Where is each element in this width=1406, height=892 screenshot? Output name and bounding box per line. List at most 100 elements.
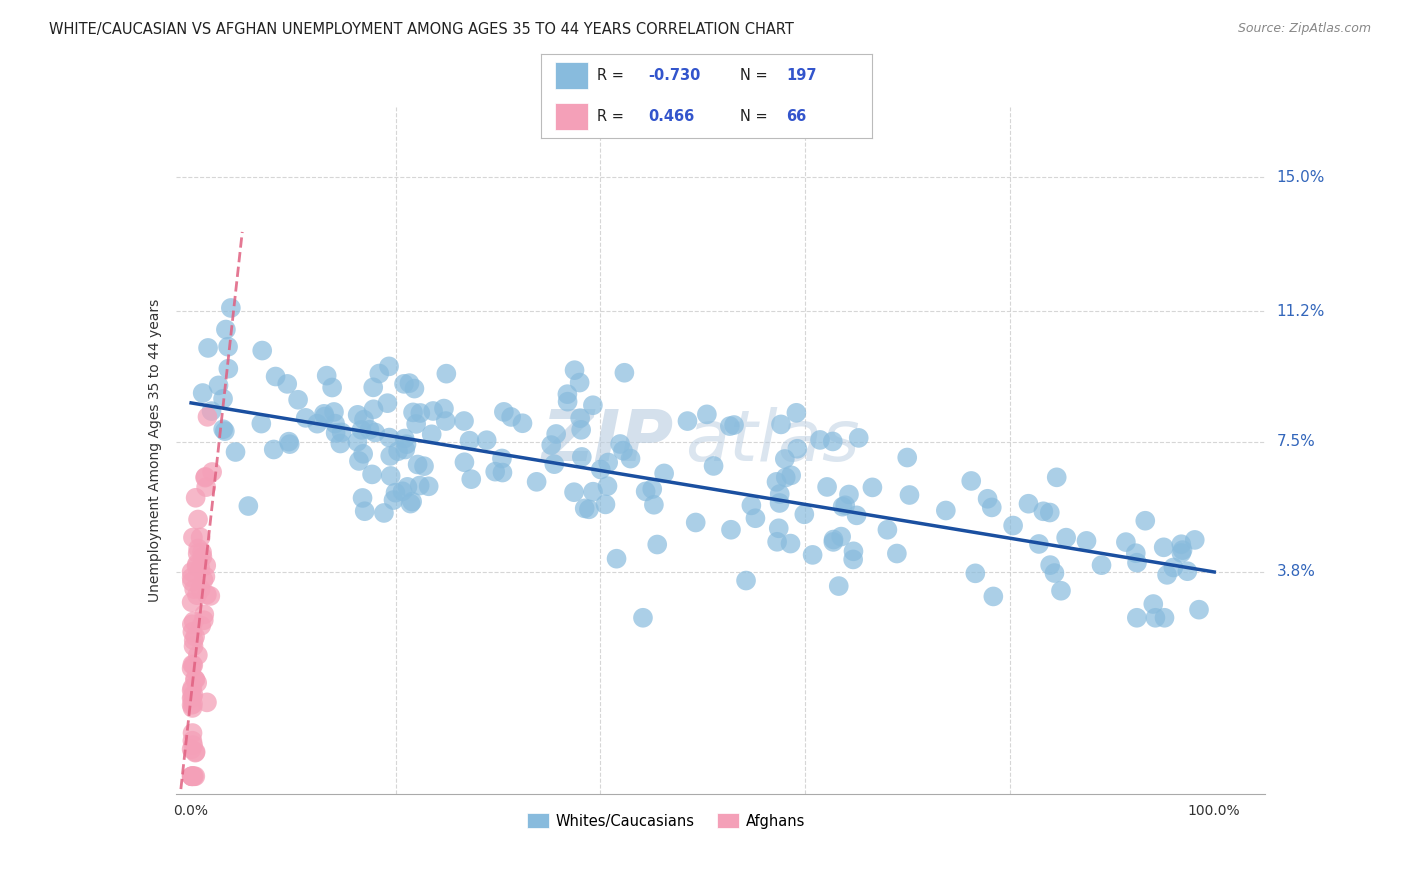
Point xyxy=(582,398,605,412)
Point xyxy=(402,405,425,419)
Point xyxy=(589,462,612,476)
Point xyxy=(377,396,399,410)
Point xyxy=(838,487,860,501)
Point xyxy=(526,475,548,489)
Point xyxy=(314,409,336,424)
Point xyxy=(187,512,209,526)
Point xyxy=(181,738,204,752)
Point xyxy=(250,343,273,358)
Text: WHITE/CAUCASIAN VS AFGHAN UNEMPLOYMENT AMONG AGES 35 TO 44 YEARS CORRELATION CHA: WHITE/CAUCASIAN VS AFGHAN UNEMPLOYMENT A… xyxy=(49,22,794,37)
Point xyxy=(619,451,641,466)
Point xyxy=(1171,543,1194,558)
Point xyxy=(200,404,222,418)
Point xyxy=(420,427,443,442)
Text: 3.8%: 3.8% xyxy=(1277,565,1316,580)
Point xyxy=(190,582,212,596)
Point xyxy=(181,531,204,545)
Point xyxy=(180,742,202,756)
Point xyxy=(380,469,402,483)
Point xyxy=(1076,533,1098,548)
Point xyxy=(815,480,838,494)
Point xyxy=(325,425,347,440)
Point xyxy=(768,521,790,535)
Point xyxy=(276,376,298,391)
Point xyxy=(394,442,416,457)
Point xyxy=(1125,546,1147,560)
Point xyxy=(181,769,204,783)
Point xyxy=(1002,518,1025,533)
Text: 7.5%: 7.5% xyxy=(1277,434,1315,450)
Point xyxy=(543,457,565,471)
Point xyxy=(546,427,568,442)
Point xyxy=(180,595,202,609)
Point xyxy=(183,688,205,702)
Point xyxy=(181,701,204,715)
Point xyxy=(1126,611,1149,625)
Point xyxy=(596,479,619,493)
Point xyxy=(492,405,515,419)
Point xyxy=(557,387,579,401)
Point xyxy=(896,450,918,465)
Point xyxy=(193,573,215,587)
Point xyxy=(1039,506,1062,520)
Point xyxy=(352,491,374,505)
Point xyxy=(181,733,204,747)
Point xyxy=(562,485,585,500)
Point xyxy=(773,452,796,467)
Point xyxy=(323,405,346,419)
Point xyxy=(453,455,475,469)
Text: 197: 197 xyxy=(786,68,817,83)
Point xyxy=(779,536,801,550)
Point xyxy=(860,480,883,494)
Point xyxy=(195,480,218,494)
Point xyxy=(606,551,628,566)
Point xyxy=(346,408,368,422)
Point xyxy=(368,367,391,381)
Point xyxy=(785,406,807,420)
Point xyxy=(384,485,406,500)
Point xyxy=(350,423,373,437)
Point xyxy=(1126,556,1149,570)
Point xyxy=(380,449,402,463)
Point xyxy=(186,559,208,574)
Point xyxy=(775,470,797,484)
Point xyxy=(935,503,957,517)
Point xyxy=(1170,546,1192,560)
Point xyxy=(184,745,207,759)
Point xyxy=(418,479,440,493)
Point xyxy=(184,673,207,687)
Point xyxy=(696,408,718,422)
Point xyxy=(744,511,766,525)
Point xyxy=(569,411,592,425)
Point xyxy=(387,444,409,458)
Point xyxy=(382,493,405,508)
Point xyxy=(609,437,631,451)
Point xyxy=(842,552,865,566)
Point xyxy=(613,366,636,380)
Point xyxy=(287,392,309,407)
Point xyxy=(184,491,207,505)
Point xyxy=(373,506,395,520)
Point xyxy=(361,380,384,394)
Point xyxy=(574,501,596,516)
Point xyxy=(180,565,202,579)
Point xyxy=(399,497,422,511)
Point xyxy=(184,672,207,686)
Point xyxy=(821,434,844,449)
Point xyxy=(346,434,368,449)
Point xyxy=(353,504,375,518)
Point xyxy=(188,561,211,575)
Point xyxy=(312,407,335,421)
Point xyxy=(359,423,381,437)
Text: 15.0%: 15.0% xyxy=(1277,170,1324,185)
Point xyxy=(886,547,908,561)
Point xyxy=(190,530,212,544)
Point xyxy=(207,378,229,392)
Point xyxy=(395,437,418,451)
Point xyxy=(598,455,620,469)
Point xyxy=(183,633,205,648)
Point xyxy=(766,534,789,549)
Point xyxy=(876,523,898,537)
Point xyxy=(191,549,214,564)
Point xyxy=(187,541,209,556)
